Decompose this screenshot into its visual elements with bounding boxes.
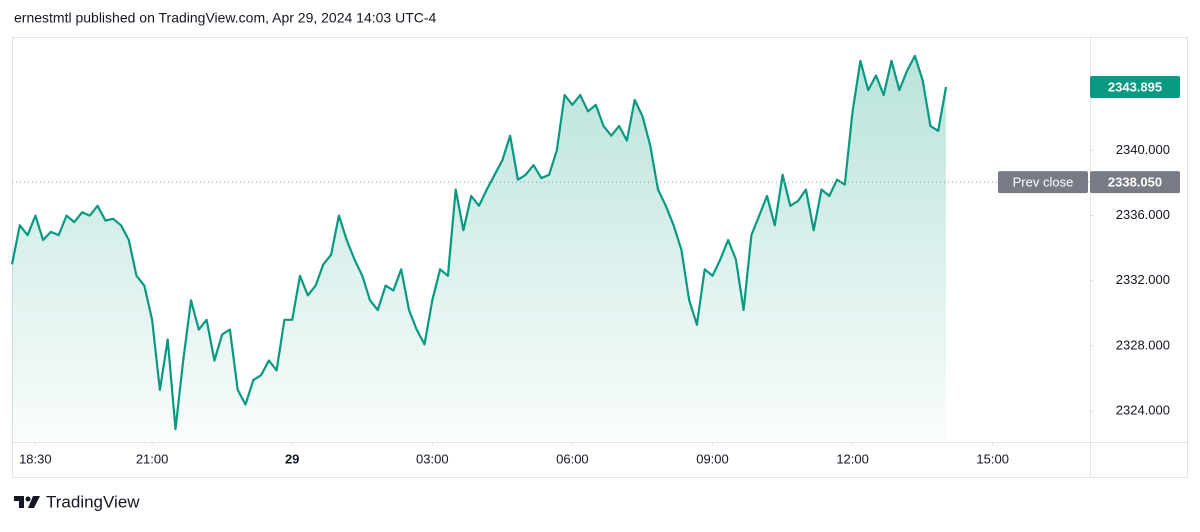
logo-mark bbox=[25, 496, 31, 502]
footer-brand: TradingView bbox=[46, 492, 140, 511]
x-tick-label: 21:00 bbox=[136, 451, 169, 466]
prev-close-value: 2338.050 bbox=[1108, 175, 1162, 190]
y-tick-label: 2336.000 bbox=[1116, 207, 1170, 222]
y-tick-label: 2332.000 bbox=[1116, 272, 1170, 287]
y-tick-label: 2328.000 bbox=[1116, 337, 1170, 352]
x-tick-label: 09:00 bbox=[696, 451, 729, 466]
header: ernestmtl published on TradingView.com, … bbox=[14, 10, 437, 26]
x-tick-label: 29 bbox=[285, 451, 299, 466]
prev-close-value-badge bbox=[1090, 171, 1180, 194]
plot bbox=[10, 54, 1090, 443]
x-tick-label: 03:00 bbox=[416, 451, 449, 466]
x-tick-label: 18:30 bbox=[19, 451, 52, 466]
logo-mark bbox=[28, 496, 40, 508]
last-price-label: 2343.895 bbox=[1108, 79, 1162, 94]
y-tick-label: 2324.000 bbox=[1116, 402, 1170, 417]
x-tick-label: 06:00 bbox=[556, 451, 589, 466]
prev-close-badge bbox=[998, 171, 1088, 194]
logo-mark bbox=[14, 496, 24, 508]
logo bbox=[14, 496, 40, 508]
x-tick-label: 12:00 bbox=[836, 451, 869, 466]
x-tick-label: 15:00 bbox=[976, 451, 1009, 466]
last-price-badge bbox=[1090, 75, 1180, 98]
area-fill bbox=[12, 55, 946, 443]
prev-close-name: Prev close bbox=[1013, 175, 1074, 190]
price-line bbox=[10, 54, 948, 431]
y-tick-label: 2340.000 bbox=[1116, 142, 1170, 157]
